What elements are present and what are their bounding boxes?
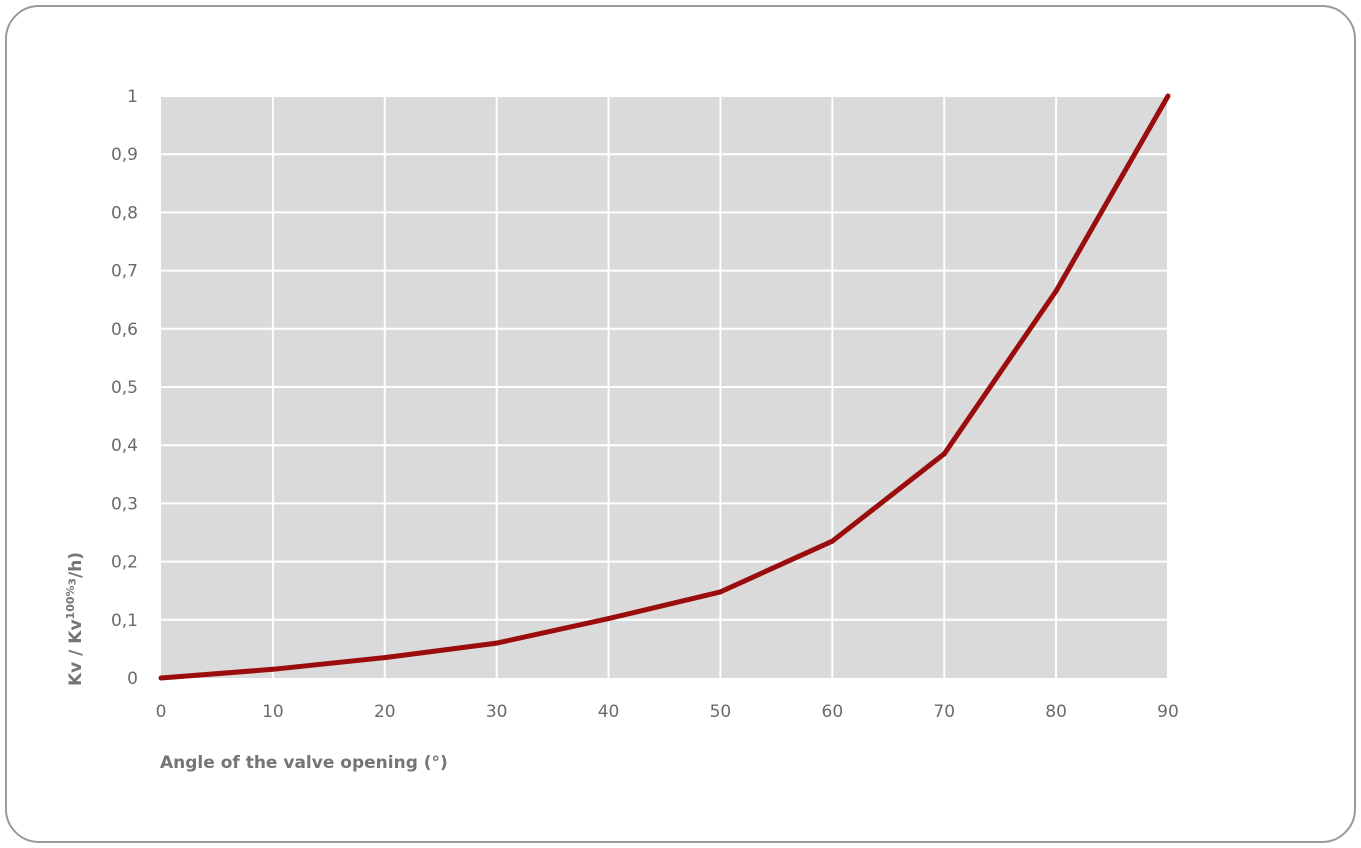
x-tick-label: 10 bbox=[262, 702, 284, 722]
x-tick-label: 70 bbox=[933, 702, 955, 722]
y-tick-label: 0,4 bbox=[111, 436, 138, 456]
data-point bbox=[829, 538, 835, 544]
x-axis-label: Angle of the valve opening (°) bbox=[160, 753, 448, 773]
series-group bbox=[158, 93, 1171, 681]
x-tick-label: 60 bbox=[822, 702, 844, 722]
data-point bbox=[717, 589, 723, 595]
x-tick-label: 0 bbox=[156, 702, 167, 722]
y-tick-label: 0,3 bbox=[111, 494, 138, 514]
x-tick-label: 30 bbox=[486, 702, 508, 722]
y-tick-label: 0,7 bbox=[111, 262, 138, 282]
y-axis-label-superscript: 100% bbox=[64, 585, 77, 619]
data-point bbox=[941, 451, 947, 457]
grid-lines bbox=[161, 95, 1169, 678]
data-point bbox=[158, 675, 164, 681]
y-tick-label: 1 bbox=[127, 87, 138, 107]
x-tick-label: 20 bbox=[374, 702, 396, 722]
data-point bbox=[1165, 93, 1171, 99]
y-tick-label: 0,1 bbox=[111, 611, 138, 631]
data-point bbox=[494, 640, 500, 646]
y-tick-label: 0,9 bbox=[111, 145, 138, 165]
x-tick-label: 50 bbox=[710, 702, 732, 722]
x-tick-label: 80 bbox=[1045, 702, 1067, 722]
data-point bbox=[382, 655, 388, 661]
x-tick-label: 90 bbox=[1157, 702, 1179, 722]
y-axis-label-suffix: ³/h) bbox=[66, 552, 86, 586]
x-axis-ticks: 0 10 20 30 40 50 60 70 80 90 bbox=[156, 702, 1179, 722]
data-point bbox=[606, 616, 612, 622]
y-tick-label: 0,5 bbox=[111, 378, 138, 398]
y-axis-label-prefix: Kv / Kv bbox=[66, 619, 86, 686]
y-tick-label: 0,8 bbox=[111, 203, 138, 223]
series-line bbox=[160, 94, 1171, 681]
y-tick-label: 0 bbox=[127, 669, 138, 689]
y-tick-label: 0,6 bbox=[111, 320, 138, 340]
x-tick-label: 40 bbox=[598, 702, 620, 722]
data-point bbox=[270, 666, 276, 672]
y-axis-label: Kv / Kv100%³/h) bbox=[64, 552, 86, 686]
y-tick-label: 0,2 bbox=[111, 553, 138, 573]
data-point bbox=[1053, 288, 1059, 294]
y-axis-ticks: 0 0,1 0,2 0,3 0,4 0,5 0,6 0,7 0,8 0,9 1 bbox=[111, 87, 138, 689]
